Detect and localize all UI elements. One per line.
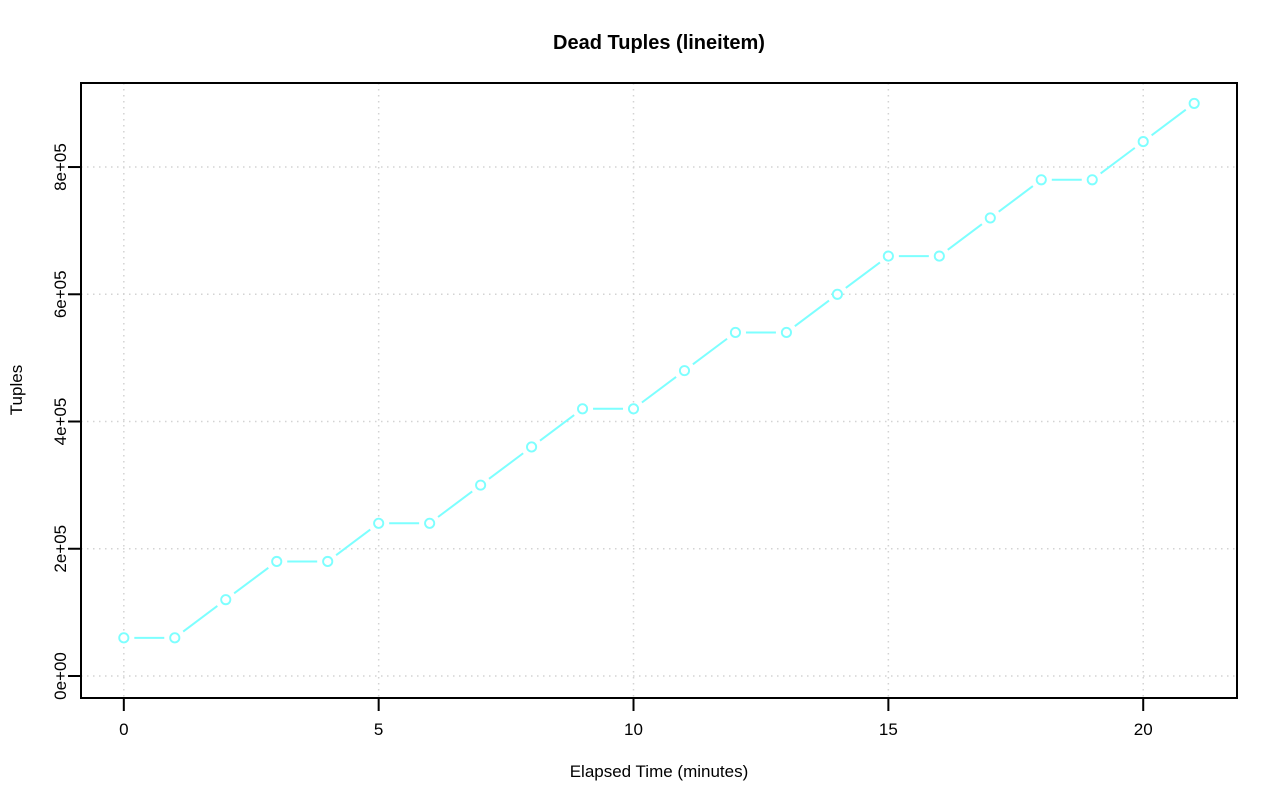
series-line-segment	[233, 566, 269, 595]
series-line-segment	[488, 452, 524, 480]
series-line-segment	[641, 376, 677, 404]
series-line-segment	[947, 223, 983, 251]
data-point-marker	[1035, 174, 1047, 186]
series-line-segment	[437, 490, 473, 518]
axis-tick-labels-layer: 0 5 10 15 20 0e+00 2e+05 4e+05 6e+05 8e+05	[51, 143, 1153, 739]
series-line-segment	[1100, 147, 1136, 175]
data-point-marker	[729, 326, 742, 338]
data-point-marker	[831, 288, 843, 300]
data-point-marker	[118, 632, 130, 644]
data-point-marker	[373, 517, 385, 529]
series-line-segment	[998, 185, 1034, 213]
data-point-marker	[526, 441, 538, 453]
y-axis-tick-label: 6e+05	[51, 270, 70, 318]
chart-title: Dead Tuples (lineitem)	[553, 32, 765, 54]
data-point-marker	[220, 594, 232, 606]
series-line-segment	[692, 337, 728, 366]
data-point-marker	[678, 365, 691, 377]
data-point-marker	[780, 326, 792, 338]
data-point-marker	[271, 555, 283, 568]
data-point-marker	[424, 517, 436, 529]
data-point-marker	[322, 555, 334, 568]
series-layer	[118, 97, 1200, 644]
series-line-segment	[1151, 108, 1187, 137]
series-line-segment	[794, 299, 830, 327]
data-point-marker	[627, 403, 640, 415]
series-line-segment	[845, 261, 881, 289]
data-point-marker	[882, 250, 894, 262]
data-point-marker	[933, 250, 945, 262]
x-axis-tick-label: 15	[879, 720, 898, 739]
x-axis-tick-label: 0	[119, 720, 128, 739]
y-axis-tick-label: 2e+05	[51, 525, 70, 573]
y-axis-tick-label: 0e+00	[51, 652, 70, 700]
series-line-segment	[539, 414, 575, 442]
data-point-marker	[984, 212, 996, 224]
data-point-marker	[475, 479, 487, 491]
axis-ticks-layer	[68, 166, 1145, 711]
y-axis-label: Tuples	[7, 365, 26, 415]
series-line-segment	[335, 528, 371, 556]
series-line-segment	[182, 605, 218, 633]
data-point-marker	[576, 403, 589, 415]
data-point-marker	[1086, 174, 1098, 186]
x-axis-tick-label: 20	[1134, 720, 1153, 739]
gridlines-layer	[81, 83, 1237, 698]
y-axis-tick-label: 4e+05	[51, 398, 70, 446]
data-point-marker	[1188, 97, 1200, 109]
x-axis-tick-label: 5	[374, 720, 383, 739]
data-point-marker	[169, 632, 181, 644]
x-axis-label: Elapsed Time (minutes)	[570, 762, 749, 781]
y-axis-tick-label: 8e+05	[51, 143, 70, 191]
data-point-marker	[1137, 136, 1149, 148]
plot-border	[80, 82, 1238, 699]
x-axis-tick-label: 10	[624, 720, 643, 739]
